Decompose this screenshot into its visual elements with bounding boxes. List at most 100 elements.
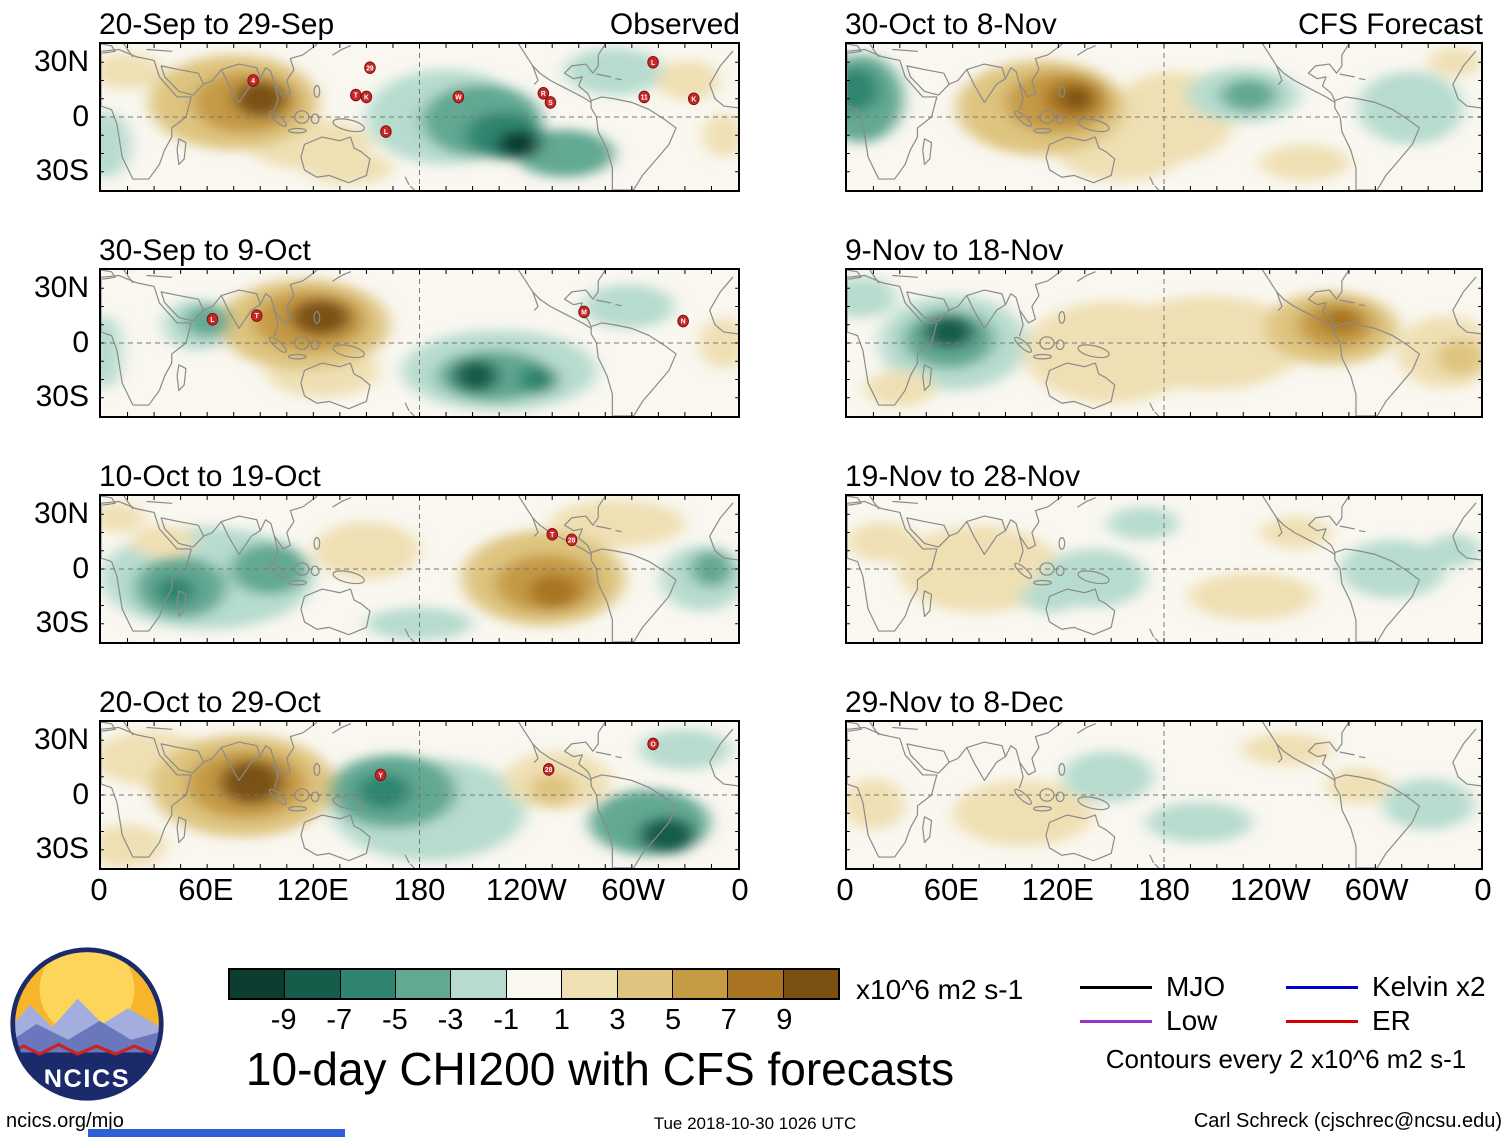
- panel-title: 10-Oct to 19-Oct: [99, 460, 321, 493]
- x-axis-label: 60E: [178, 872, 234, 907]
- colorbar-cell: [728, 970, 784, 998]
- storm-marker: 4: [247, 74, 259, 87]
- footer-url: ncics.org/mjo: [6, 1110, 124, 1132]
- storm-marker: L: [380, 125, 392, 138]
- map-canvas: [847, 496, 1481, 642]
- map-panel: 20-Oct to 29-Oct Y 28 O 30N 0 30S: [34, 684, 740, 870]
- colorbar-tick-label: -7: [326, 1004, 353, 1036]
- svg-text:T: T: [550, 532, 555, 539]
- map: [845, 42, 1483, 192]
- colorbar-tick-label: 1: [553, 1004, 570, 1036]
- legend-label: MJO: [1166, 971, 1226, 1002]
- panel-title: 20-Sep to 29-Sep: [99, 8, 335, 41]
- storm-marker: M: [578, 305, 590, 319]
- y-axis-label: 30S: [35, 606, 89, 639]
- coastlines: [847, 44, 1481, 190]
- legend-label: ER: [1372, 1005, 1411, 1036]
- map-canvas: L T M N: [101, 270, 738, 416]
- panel-title: 19-Nov to 28-Nov: [845, 460, 1081, 493]
- logo-sun: [39, 949, 135, 1037]
- column-header-label: CFS Forecast: [1297, 8, 1483, 41]
- x-axis-label: 120E: [276, 872, 349, 907]
- colorbar-tick-label: 5: [665, 1004, 682, 1036]
- coastlines: [101, 270, 738, 416]
- map-canvas: [847, 722, 1481, 868]
- x-axis-label: 0: [836, 872, 854, 907]
- legend-item-er: ER: [1286, 1005, 1492, 1037]
- storm-marker: 28: [565, 533, 578, 547]
- y-axis-label: 30N: [33, 45, 89, 78]
- storm-marker: K: [360, 90, 373, 104]
- map-panel: 19-Nov to 28-Nov: [845, 458, 1483, 644]
- storm-marker: S: [544, 96, 557, 109]
- colorbar-cell: [506, 970, 563, 998]
- legend-note: Contours every 2 x10^6 m2 s-1: [1105, 1044, 1467, 1074]
- map-panel: 9-Nov to 18-Nov: [845, 232, 1483, 418]
- colorbar-cell: [672, 970, 729, 998]
- map-canvas: Y 28 O: [101, 722, 738, 868]
- svg-text:S: S: [548, 100, 553, 107]
- storm-marker: R: [537, 86, 550, 100]
- svg-text:L: L: [384, 129, 388, 136]
- y-axis-label: 30S: [35, 154, 89, 187]
- panel-title: 29-Nov to 8-Dec: [845, 686, 1064, 719]
- colorbar-units: x10^6 m2 s-1: [856, 974, 1024, 1005]
- x-axis-label: 0: [90, 872, 108, 907]
- observed-column: 20-Sep to 29-Sep Observed 4 29 T K L W R S L 11 K 30N…: [34, 6, 740, 910]
- svg-text:28: 28: [568, 537, 576, 544]
- svg-text:L: L: [210, 317, 214, 324]
- x-axis-label: 60E: [923, 872, 979, 907]
- map-canvas: [847, 270, 1481, 416]
- legend-item-low: Low: [1080, 1005, 1286, 1037]
- colorbar: [228, 968, 840, 1000]
- map-panel: 30-Oct to 8-Nov CFS Forecast: [845, 6, 1483, 192]
- map: 4 29 T K L W R S L 11 K 30N 0 30S: [34, 42, 740, 192]
- legend-item-kelvin: Kelvin x2: [1286, 971, 1492, 1003]
- legend: MJO Kelvin x2 Low ER Contours every 2 x1…: [1080, 970, 1492, 1075]
- coastlines: [847, 496, 1481, 642]
- storm-marker: T: [546, 528, 558, 541]
- storm-marker: 11: [638, 90, 650, 104]
- panel-title: 30-Oct to 8-Nov: [845, 8, 1057, 41]
- storm-marker: W: [452, 90, 465, 104]
- svg-text:4: 4: [251, 78, 255, 85]
- y-axis-label: 30N: [33, 271, 89, 304]
- svg-text:28: 28: [545, 767, 553, 774]
- y-axis-label: 30S: [35, 832, 89, 865]
- coastlines: [847, 722, 1481, 868]
- x-axis-label: 120W: [1229, 872, 1311, 907]
- y-axis-label: 0: [72, 326, 89, 359]
- map: L T M N 30N 0 30S: [34, 268, 740, 418]
- y-axis-label: 0: [72, 552, 89, 585]
- legend-item-mjo: MJO: [1080, 971, 1286, 1003]
- x-axis-label: 120W: [485, 872, 567, 907]
- svg-text:N: N: [681, 319, 686, 326]
- svg-text:T: T: [255, 313, 260, 320]
- svg-text:K: K: [364, 94, 369, 101]
- colorbar-tick-label: -5: [382, 1004, 408, 1036]
- colorbar-cell: [617, 970, 673, 998]
- footer-timestamp: Tue 2018-10-30 1026 UTC: [653, 1114, 857, 1133]
- colorbar-tick-label: 7: [720, 1004, 737, 1036]
- figure-title: 10-day CHI200 with CFS forecasts: [245, 1043, 955, 1095]
- footer-author: Carl Schreck (cjschrec@ncsu.edu): [1193, 1110, 1502, 1132]
- ncics-logo: NCICS: [10, 947, 164, 1101]
- logo-ridge-line: [12, 1042, 162, 1056]
- x-axis-label: 180: [393, 872, 446, 907]
- x-axis-label: 0: [1474, 872, 1492, 907]
- map-canvas: T 28: [101, 496, 738, 642]
- x-axis-observed: 0 60E 120E 180 120W 60W 0: [90, 872, 748, 908]
- bottom-blue-bar: [88, 1129, 345, 1137]
- legend-label: Low: [1166, 1005, 1218, 1036]
- storm-marker: L: [206, 312, 219, 326]
- legend-label: Kelvin x2: [1372, 971, 1486, 1002]
- svg-text:M: M: [581, 309, 587, 316]
- low-line: [1080, 1019, 1152, 1023]
- x-axis-label: 60W: [1344, 872, 1409, 907]
- map: [845, 268, 1483, 418]
- map-panel: 30-Sep to 9-Oct L T M N 30N 0 30S: [34, 232, 740, 418]
- panel-title: 20-Oct to 29-Oct: [99, 686, 321, 719]
- storm-marker: 29: [364, 61, 376, 75]
- column-header-label: Observed: [609, 8, 740, 41]
